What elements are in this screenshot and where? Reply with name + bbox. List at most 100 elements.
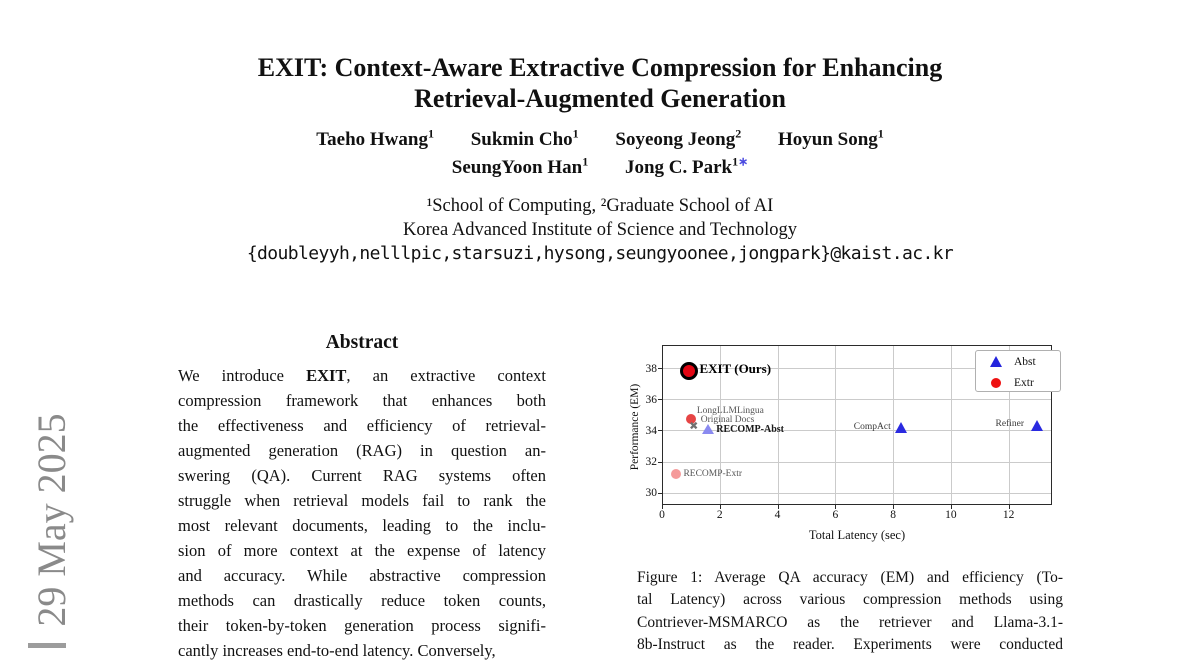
triangle-marker: [895, 422, 908, 434]
gridline-vertical: [719, 345, 721, 505]
gridline-vertical: [777, 345, 779, 505]
caption-line: Figure 1: Average QA accuracy (EM) and e…: [637, 569, 1063, 586]
y-tick-label: 38: [645, 362, 658, 375]
authors-row-2: SeungYoon Han1 Jong C. Park1∗: [0, 155, 1200, 179]
x-tick-mark: [1008, 505, 1010, 509]
title-line-2: Retrieval-Augmented Generation: [414, 84, 786, 113]
legend-label: Abst: [1014, 356, 1036, 368]
abstract-line: and accuracy. While abstractive compress…: [178, 566, 546, 585]
watermark-sliver: [28, 643, 66, 648]
author-affil-sup: 1: [877, 127, 884, 141]
y-tick-mark: [658, 368, 662, 370]
x-tick-mark: [893, 505, 895, 509]
circle-marker: [680, 362, 699, 381]
y-tick-label: 30: [645, 487, 658, 500]
point-label: CompAct: [853, 421, 891, 432]
abstract-line: augmented generation (RAG) in question a…: [178, 441, 546, 460]
y-tick-mark: [658, 492, 662, 494]
gridline-vertical: [1008, 345, 1010, 505]
point-label: RECOMP-Extr: [683, 468, 743, 479]
point-label: LongLLMLingua: [696, 405, 764, 416]
y-tick-mark: [658, 399, 662, 401]
triangle-marker: [989, 355, 1002, 367]
gridline-horizontal: [662, 461, 1052, 463]
gridline-vertical: [950, 345, 952, 505]
circle-marker: [685, 413, 696, 424]
paper-page: 29 May 2025 EXIT: Context-Aware Extracti…: [0, 52, 1200, 660]
abstract-line: sion of more context at the expense of l…: [178, 541, 546, 560]
abstract-line: compression framework that enhances both: [178, 391, 546, 410]
x-tick-label: 6: [832, 509, 839, 521]
x-tick-label: 2: [716, 509, 723, 521]
abstract-line: methods can drastically reduce token cou…: [178, 591, 546, 610]
author-taeho-hwang: Taeho Hwang1: [316, 127, 434, 151]
chart-legend: Abst Extr: [975, 350, 1061, 392]
affiliation-line-2: Korea Advanced Institute of Science and …: [403, 220, 797, 240]
abstract-line: We introduce EXIT, an extractive context: [178, 366, 546, 385]
x-tick-mark: [777, 505, 779, 509]
x-tick-mark: [835, 505, 837, 509]
author-soyeong-jeong: Soyeong Jeong2: [615, 127, 742, 151]
figure1-caption: Figure 1: Average QA accuracy (EM) and e…: [637, 567, 1063, 656]
y-tick-label: 36: [645, 393, 658, 406]
legend-row: Abst: [976, 353, 1060, 372]
author-seungyoon-han: SeungYoon Han1: [451, 155, 589, 179]
x-tick-mark: [719, 505, 721, 509]
caption-line: Contriever-MSMARCO as the retriever and …: [637, 613, 1063, 631]
author-sukmin-cho: Sukmin Cho1: [470, 127, 579, 151]
circle-marker: [671, 468, 682, 479]
gridline-horizontal: [662, 399, 1052, 401]
caption-line: tal Latency) across various compression …: [637, 591, 1063, 609]
x-tick-label: 4: [774, 509, 781, 521]
x-tick-label: 8: [890, 509, 896, 521]
gridline-horizontal: [662, 492, 1052, 494]
x-marker: ✖: [689, 419, 699, 433]
x-tick-label: 0: [659, 509, 665, 521]
title-line-1: EXIT: Context-Aware Extractive Compressi…: [257, 53, 943, 82]
x-tick-label: 12: [1002, 509, 1015, 521]
x-axis-label: Total Latency (sec): [808, 528, 906, 542]
abstract-line: the effectiveness and efficiency of retr…: [178, 416, 546, 435]
x-tick-label: 10: [945, 509, 957, 521]
author-affil-sup: 1: [732, 155, 739, 169]
author-affil-sup: 1: [582, 155, 589, 169]
abstract-line: most relevant documents, leading to the …: [178, 516, 546, 535]
abstract-line: struggle when retrieval models fail to r…: [178, 491, 546, 510]
abstract-line: their token-by-token generation process …: [178, 616, 546, 635]
author-emails: {doubleyyh,nelllpic,starsuzi,hysong,seun…: [246, 243, 954, 264]
paper-title: EXIT: Context-Aware Extractive Compressi…: [0, 52, 1200, 114]
point-label: Refiner: [995, 418, 1025, 429]
legend-row: Extr: [976, 374, 1060, 393]
point-label: Original Docs: [700, 414, 755, 425]
x-tick-mark: [950, 505, 952, 509]
gridline-horizontal: [662, 430, 1052, 432]
legend-label: Extr: [1014, 377, 1034, 389]
affiliation-line-1: ¹School of Computing, ²Graduate School o…: [426, 196, 774, 216]
arxiv-date-watermark: 29 May 2025: [29, 413, 74, 627]
gridline-horizontal: [662, 368, 1052, 370]
gridline-vertical: [893, 345, 895, 505]
point-label: RECOMP-Abst: [716, 424, 784, 436]
y-tick-mark: [658, 430, 662, 432]
caption-line: 8b-Instruct as the reader. Experiments w…: [637, 635, 1063, 653]
y-tick-mark: [658, 461, 662, 463]
author-jong-c-park: Jong C. Park1∗: [624, 155, 749, 179]
corresponding-author-star: ∗: [738, 155, 749, 169]
y-tick-label: 34: [645, 424, 658, 437]
triangle-marker: [702, 424, 715, 435]
plot-area: [662, 345, 1052, 505]
author-affil-sup: 1: [572, 127, 579, 141]
author-hoyun-song: Hoyun Song1: [777, 127, 884, 151]
triangle-marker: [1031, 420, 1044, 432]
point-label: EXIT (Ours): [699, 361, 772, 377]
author-affil-sup: 2: [735, 127, 742, 141]
authors-row-1: Taeho Hwang1 Sukmin Cho1 Soyeong Jeong2 …: [0, 127, 1200, 151]
circle-marker: [991, 378, 1001, 388]
abstract-body: We introduce EXIT, an extractive context…: [178, 363, 546, 663]
abstract-section: Abstract We introduce EXIT, an extractiv…: [178, 332, 546, 663]
abstract-line: cantly increases end-to-end latency. Con…: [178, 641, 496, 660]
y-tick-label: 32: [645, 456, 658, 468]
abstract-line: swering (QA). Current RAG systems often: [178, 466, 546, 485]
gridline-vertical: [835, 345, 837, 505]
